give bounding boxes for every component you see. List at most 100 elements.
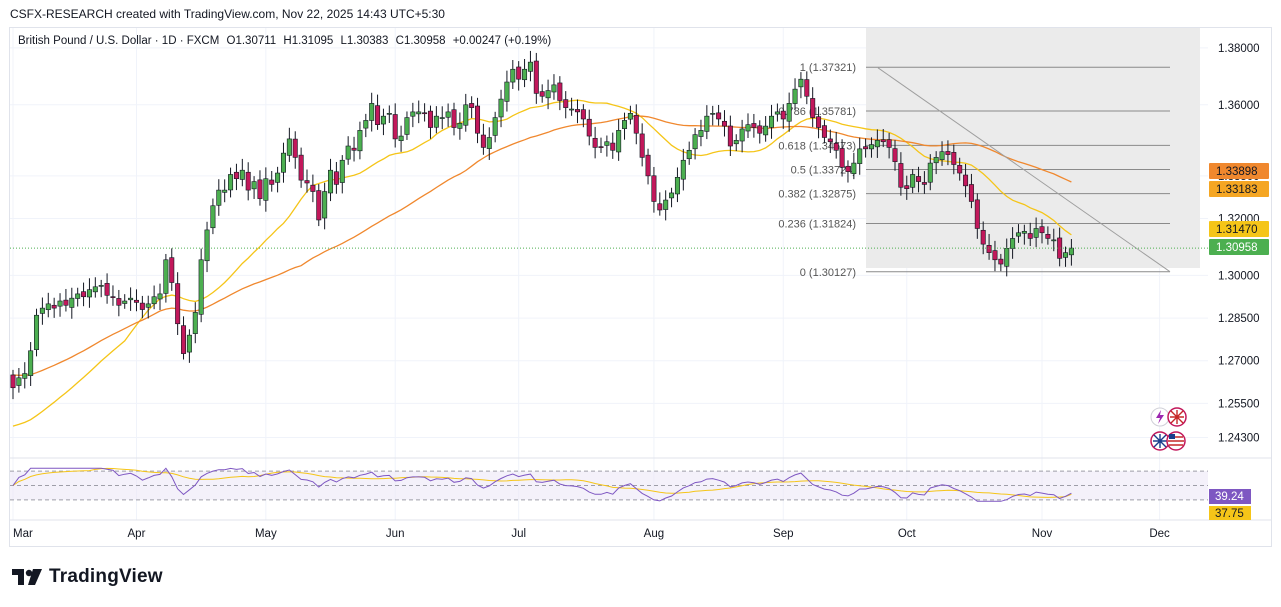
candle[interactable]: [363, 113, 369, 138]
candle[interactable]: [539, 84, 545, 103]
candle[interactable]: [492, 111, 498, 143]
candle[interactable]: [251, 176, 257, 199]
candle[interactable]: [827, 129, 833, 153]
candle[interactable]: [316, 184, 322, 227]
candle[interactable]: [545, 79, 551, 110]
candle[interactable]: [422, 103, 428, 122]
candle[interactable]: [345, 136, 351, 165]
candle[interactable]: [233, 163, 239, 191]
candle[interactable]: [921, 171, 927, 194]
candle[interactable]: [733, 134, 739, 152]
candle[interactable]: [939, 141, 945, 166]
candle[interactable]: [275, 166, 281, 193]
candle[interactable]: [228, 167, 234, 198]
time-axis[interactable]: Mar Apr May Jun Jul Aug Sep Oct Nov Dec: [10, 519, 1271, 540]
candle[interactable]: [45, 292, 51, 318]
candle[interactable]: [339, 155, 345, 194]
candle[interactable]: [28, 342, 34, 386]
candle[interactable]: [645, 148, 651, 185]
candle[interactable]: [480, 123, 486, 155]
candle[interactable]: [92, 277, 98, 298]
candle[interactable]: [569, 97, 575, 116]
candle[interactable]: [351, 136, 357, 162]
candle[interactable]: [886, 132, 892, 159]
candle[interactable]: [145, 295, 151, 319]
candle[interactable]: [622, 112, 628, 140]
candle[interactable]: [380, 108, 386, 136]
candle[interactable]: [457, 112, 463, 140]
candle[interactable]: [192, 302, 198, 344]
candle[interactable]: [857, 137, 863, 175]
candle[interactable]: [986, 233, 992, 260]
candle[interactable]: [439, 106, 445, 130]
candle[interactable]: [998, 253, 1004, 272]
candle[interactable]: [851, 152, 857, 180]
candle[interactable]: [527, 50, 533, 82]
rsi-ma-line[interactable]: [12, 467, 1072, 498]
candle[interactable]: [704, 105, 710, 140]
candle[interactable]: [398, 125, 404, 152]
candle[interactable]: [992, 240, 998, 272]
candle[interactable]: [16, 368, 22, 393]
candle[interactable]: [892, 140, 898, 171]
candle[interactable]: [298, 147, 304, 188]
candle[interactable]: [551, 74, 557, 100]
candle[interactable]: [1063, 246, 1069, 267]
candle[interactable]: [751, 113, 757, 138]
candle[interactable]: [369, 92, 375, 132]
candle[interactable]: [375, 94, 381, 130]
candle[interactable]: [963, 163, 969, 198]
candle[interactable]: [610, 132, 616, 159]
candle[interactable]: [410, 102, 416, 128]
event-icons[interactable]: [1150, 407, 1187, 451]
candle[interactable]: [263, 167, 269, 212]
candle[interactable]: [1068, 239, 1074, 266]
candle[interactable]: [721, 110, 727, 137]
candle[interactable]: [133, 289, 139, 312]
candle[interactable]: [292, 131, 298, 169]
candle[interactable]: [169, 248, 175, 291]
candle[interactable]: [57, 293, 63, 317]
candle[interactable]: [816, 106, 822, 139]
candle[interactable]: [616, 119, 622, 161]
candle[interactable]: [98, 279, 104, 298]
candle[interactable]: [257, 170, 263, 206]
price-axis[interactable]: 1.380001.360001.335001.320001.300001.285…: [1218, 43, 1260, 445]
candle[interactable]: [451, 102, 457, 136]
candle[interactable]: [386, 105, 392, 123]
candle[interactable]: [1051, 228, 1057, 252]
candle[interactable]: [122, 294, 128, 309]
candle[interactable]: [86, 278, 92, 308]
candle[interactable]: [280, 142, 286, 183]
symbol-name[interactable]: British Pound / U.S. Dollar · 1D · FXCM: [18, 35, 220, 47]
candle[interactable]: [916, 166, 922, 193]
candle[interactable]: [463, 93, 469, 132]
candle[interactable]: [633, 104, 639, 145]
candle[interactable]: [222, 179, 228, 203]
candle[interactable]: [904, 175, 910, 200]
candle[interactable]: [69, 287, 75, 319]
candle[interactable]: [833, 131, 839, 159]
trend-line[interactable]: [877, 67, 1171, 273]
candle[interactable]: [657, 192, 663, 216]
candle[interactable]: [898, 152, 904, 196]
candle[interactable]: [445, 103, 451, 127]
candle[interactable]: [598, 137, 604, 153]
candle[interactable]: [1021, 224, 1027, 245]
candle[interactable]: [51, 297, 57, 318]
candle[interactable]: [304, 169, 310, 193]
candle[interactable]: [798, 72, 804, 99]
candle[interactable]: [868, 137, 874, 158]
candle[interactable]: [639, 123, 645, 167]
candle[interactable]: [863, 138, 869, 158]
candle[interactable]: [1033, 217, 1039, 248]
candle[interactable]: [392, 103, 398, 148]
candle[interactable]: [522, 58, 528, 88]
candles[interactable]: [10, 50, 1074, 400]
candle[interactable]: [533, 52, 539, 104]
candle[interactable]: [504, 70, 510, 112]
candle[interactable]: [845, 160, 851, 183]
candle[interactable]: [181, 316, 187, 360]
candle[interactable]: [157, 283, 163, 310]
